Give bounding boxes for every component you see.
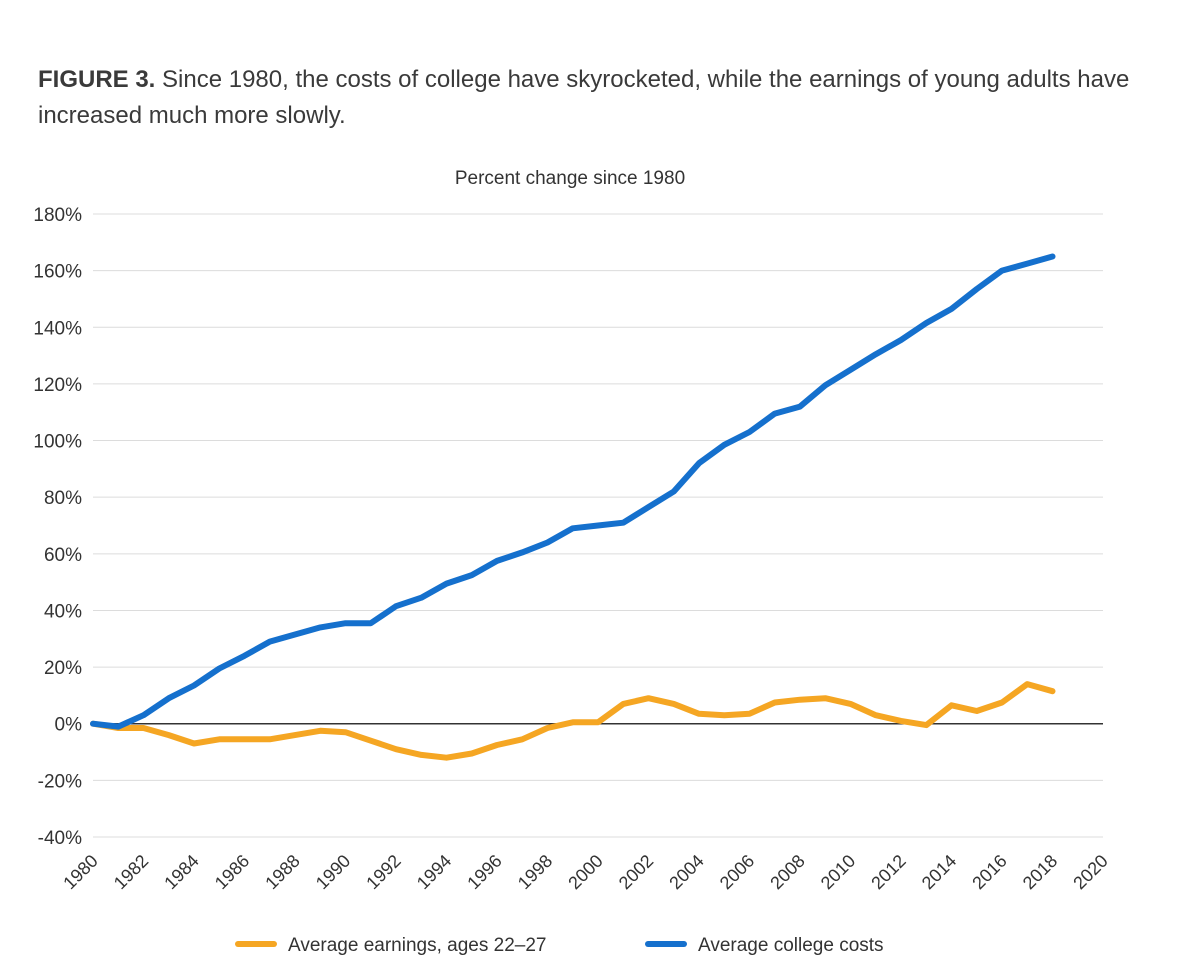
y-tick-label: 60% — [44, 545, 82, 566]
x-tick-label: 2004 — [665, 851, 707, 893]
x-tick-label: 1986 — [211, 851, 253, 893]
y-tick-label: 40% — [44, 601, 82, 622]
x-tick-label: 1998 — [514, 851, 556, 893]
y-tick-label: 180% — [33, 205, 82, 226]
y-tick-label: 140% — [33, 318, 82, 339]
x-tick-label: 2012 — [867, 851, 909, 893]
x-tick-label: 2010 — [817, 851, 859, 893]
x-tick-label: 2008 — [766, 851, 808, 893]
x-tick-label: 1988 — [261, 851, 303, 893]
y-tick-label: -40% — [38, 828, 82, 849]
x-tick-label: 2020 — [1069, 851, 1111, 893]
y-tick-label: -20% — [38, 771, 82, 792]
x-tick-label: 1994 — [413, 851, 455, 893]
y-tick-label: 20% — [44, 658, 82, 679]
y-tick-label: 80% — [44, 488, 82, 509]
figure-title-text: Since 1980, the costs of college have sk… — [38, 66, 1130, 129]
x-tick-label: 1992 — [362, 851, 404, 893]
x-axis: 1980 1982 1984 1986 1988 1990 1992 1994 1996 1998… — [59, 851, 1111, 893]
x-tick-label: 2006 — [716, 851, 758, 893]
legend-label: Average college costs — [698, 935, 884, 956]
x-tick-label: 1996 — [463, 851, 505, 893]
legend-label: Average earnings, ages 22–27 — [288, 935, 546, 956]
x-tick-label: 2002 — [615, 851, 657, 893]
y-tick-label: 0% — [55, 715, 83, 736]
x-tick-label: 2016 — [968, 851, 1010, 893]
y-tick-label: 100% — [33, 432, 82, 453]
x-tick-label: 1984 — [160, 851, 202, 893]
x-tick-label: 1990 — [312, 851, 354, 893]
series-lines — [90, 253, 1056, 761]
figure-label: FIGURE 3. — [38, 66, 156, 93]
x-tick-label: 2014 — [918, 851, 960, 893]
y-tick-label: 120% — [33, 375, 82, 396]
series-line-earnings — [90, 681, 1056, 761]
legend: Average earnings, ages 22–27 Average coll… — [235, 935, 884, 956]
x-tick-label: 2000 — [564, 851, 606, 893]
gridlines — [93, 213, 1103, 838]
chart-subtitle: Percent change since 1980 — [455, 168, 685, 189]
x-tick-label: 1980 — [59, 851, 101, 893]
x-tick-label: 2018 — [1019, 851, 1061, 893]
y-tick-label: 160% — [33, 262, 82, 283]
figure-title: FIGURE 3. Since 1980, the costs of colle… — [38, 62, 1138, 134]
series-line-college-costs — [90, 253, 1056, 730]
x-tick-label: 1982 — [110, 851, 152, 893]
y-axis: 180% 160% 140% 120% 100% 80% 60% 40% 20% 0% -20% -4… — [33, 205, 82, 849]
